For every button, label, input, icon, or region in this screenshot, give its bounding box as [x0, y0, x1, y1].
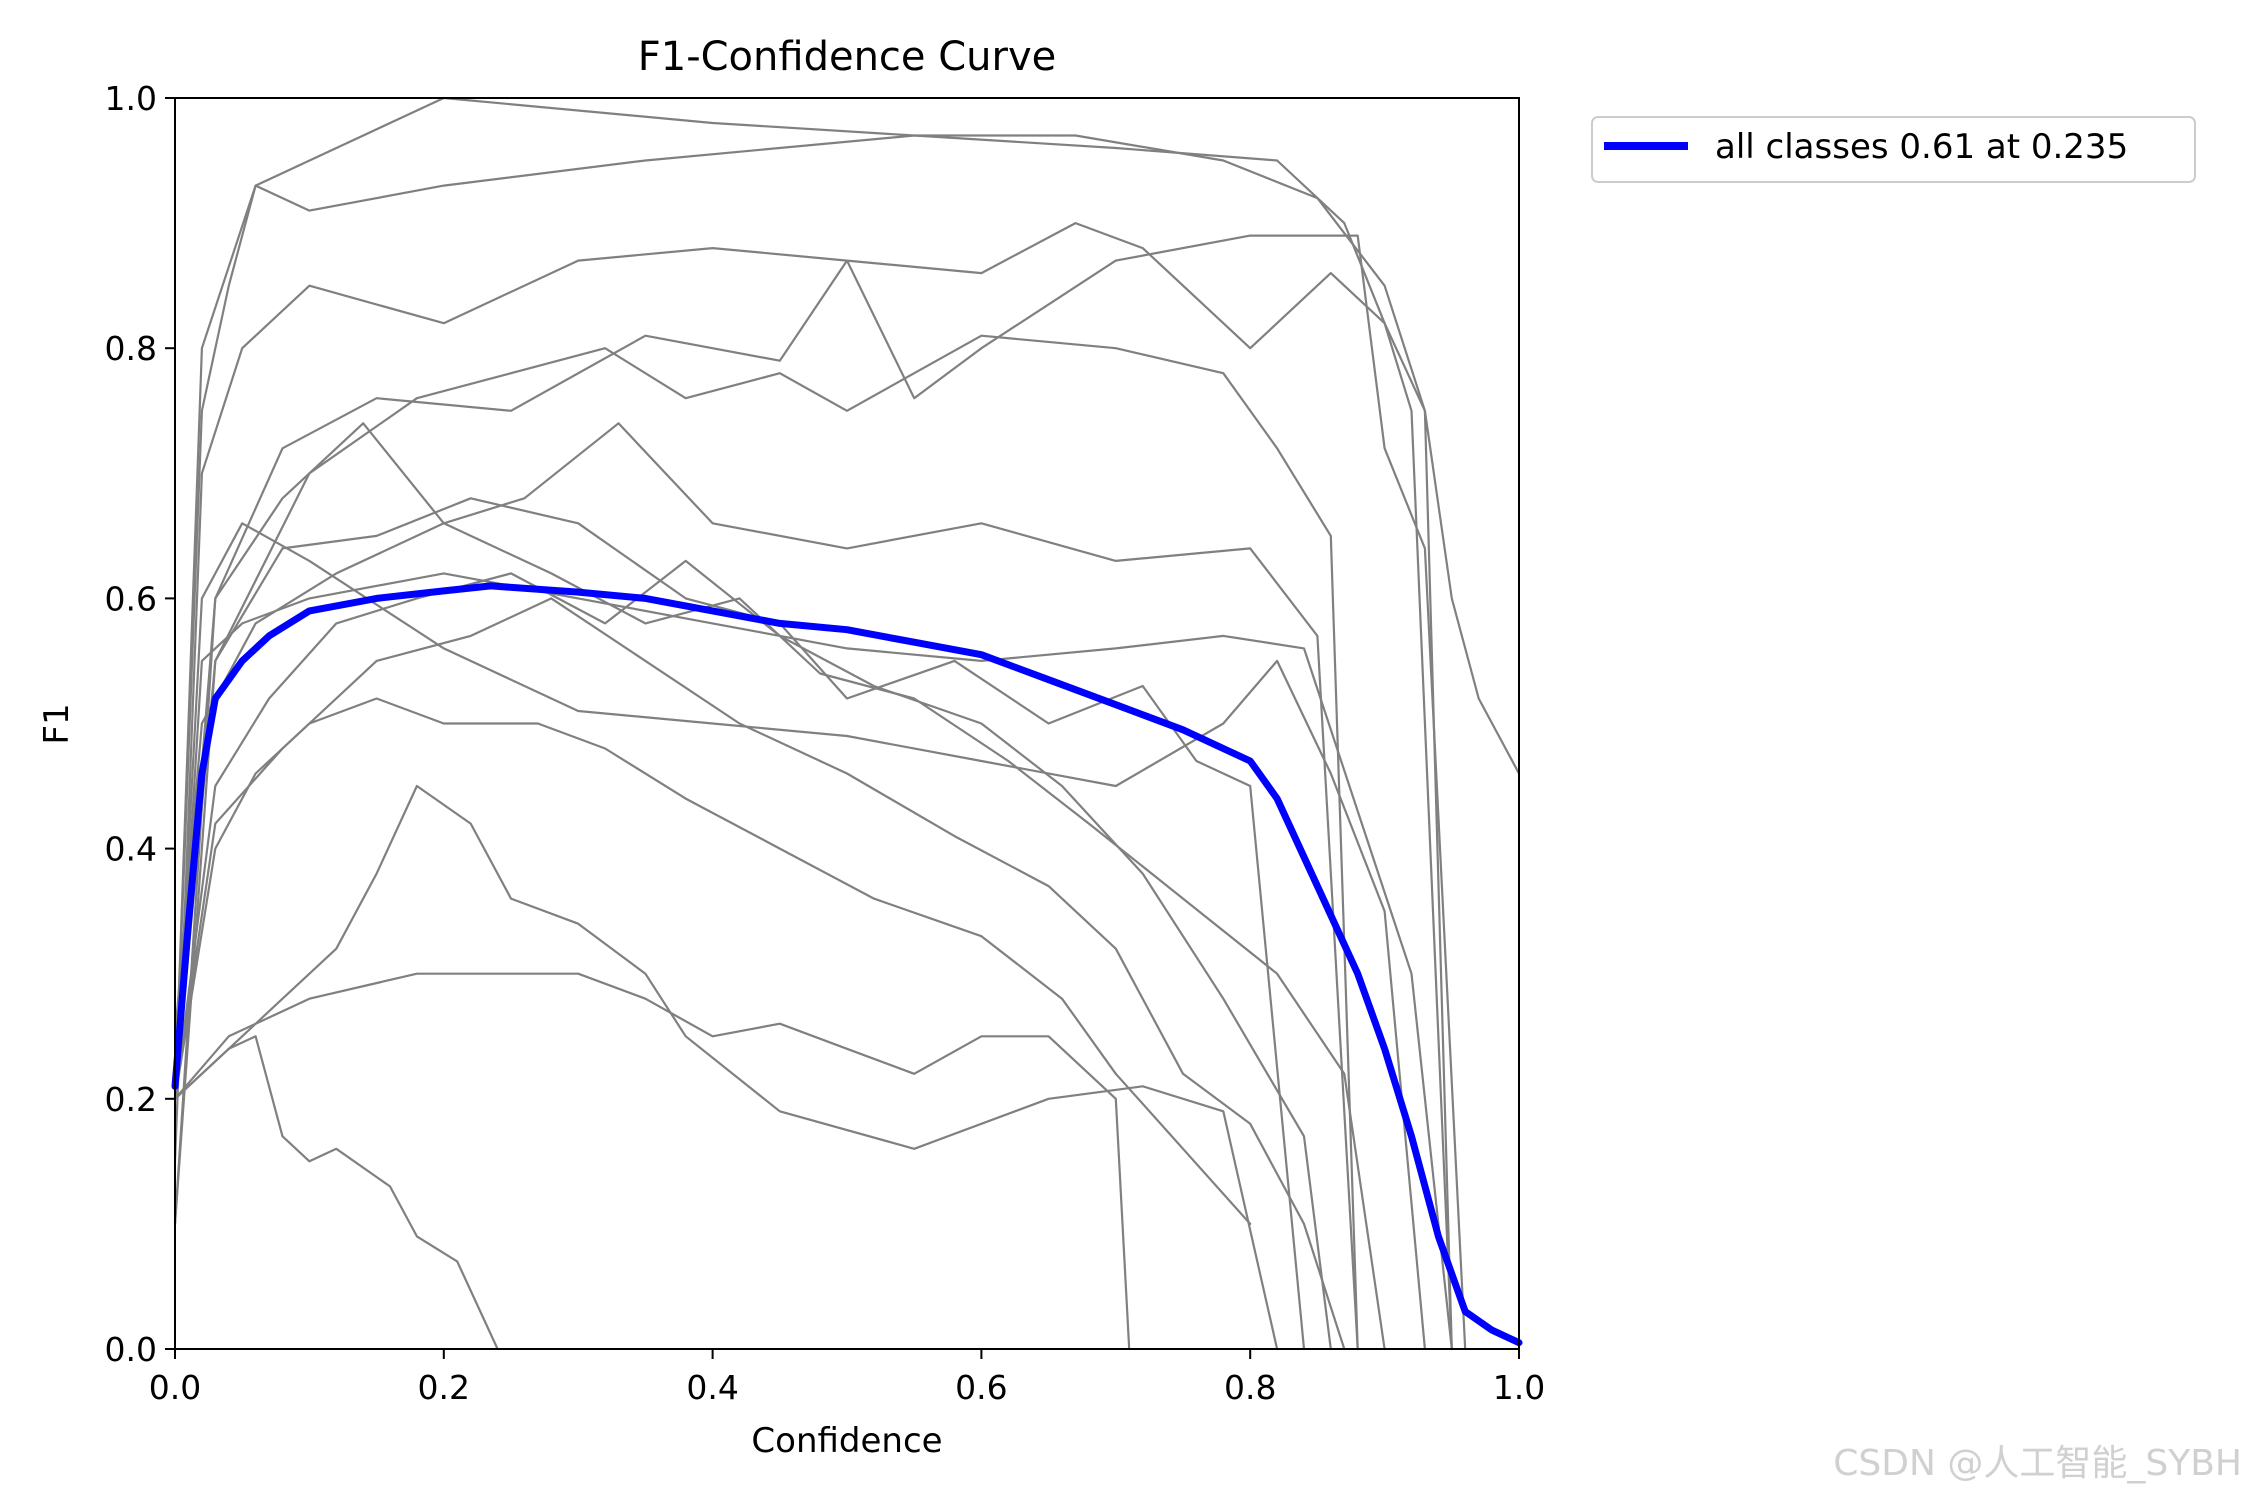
series-line-class-6: [173, 422, 1359, 1351]
series-line-all-classes: [171, 582, 1523, 1347]
series-line-class-9: [173, 559, 1332, 1351]
y-tick-label: 0.6: [105, 579, 157, 618]
axes-frame: [174, 97, 1520, 1350]
series-line-class-4: [173, 234, 1467, 1351]
y-axis-label: F1: [37, 703, 77, 744]
series-layer: [171, 96, 1523, 1351]
x-axis-label: Confidence: [751, 1421, 942, 1461]
legend: all classes 0.61 at 0.235: [1591, 116, 2196, 183]
y-tick-label: 0.2: [105, 1080, 157, 1119]
x-tick-label: 0.4: [686, 1368, 738, 1407]
legend-box: [1591, 116, 2196, 183]
y-tick-label: 0.0: [105, 1330, 157, 1369]
y-tick-label: 0.4: [105, 830, 157, 869]
series-line-class-10: [173, 597, 1346, 1351]
series-line-class-13: [173, 784, 1279, 1351]
x-tick-label: 0.6: [955, 1368, 1007, 1407]
series-line-class-15: [173, 572, 1453, 1351]
x-tick-label: 0.2: [418, 1368, 470, 1407]
x-axis-ticks: 0.0 0.2 0.4 0.6 0.8 1.0: [149, 1349, 1545, 1407]
watermark: CSDN @人工智能_SYBH: [1833, 1443, 2242, 1484]
series-line-class-11: [173, 697, 1252, 1226]
y-axis-ticks: 0.0 0.2 0.4 0.6 0.8 1.0: [105, 79, 175, 1369]
series-line-class-14: [173, 1035, 499, 1351]
y-tick-label: 1.0: [105, 79, 157, 118]
series-line-class-12: [173, 972, 1131, 1351]
chart-title: F1-Confidence Curve: [638, 34, 1057, 80]
series-line-class-16: [173, 522, 1427, 1351]
series-line-class-2: [173, 134, 1453, 1351]
x-tick-label: 0.8: [1224, 1368, 1276, 1407]
series-line-class-3: [173, 222, 1453, 1351]
x-tick-label: 0.0: [149, 1368, 201, 1407]
series-line-class-5: [173, 334, 1359, 1351]
series-line-class-1: [173, 96, 1521, 1100]
x-tick-label: 1.0: [1493, 1368, 1545, 1407]
y-tick-label: 0.8: [105, 329, 157, 368]
legend-label-all-classes: all classes 0.61 at 0.235: [1715, 127, 2128, 167]
